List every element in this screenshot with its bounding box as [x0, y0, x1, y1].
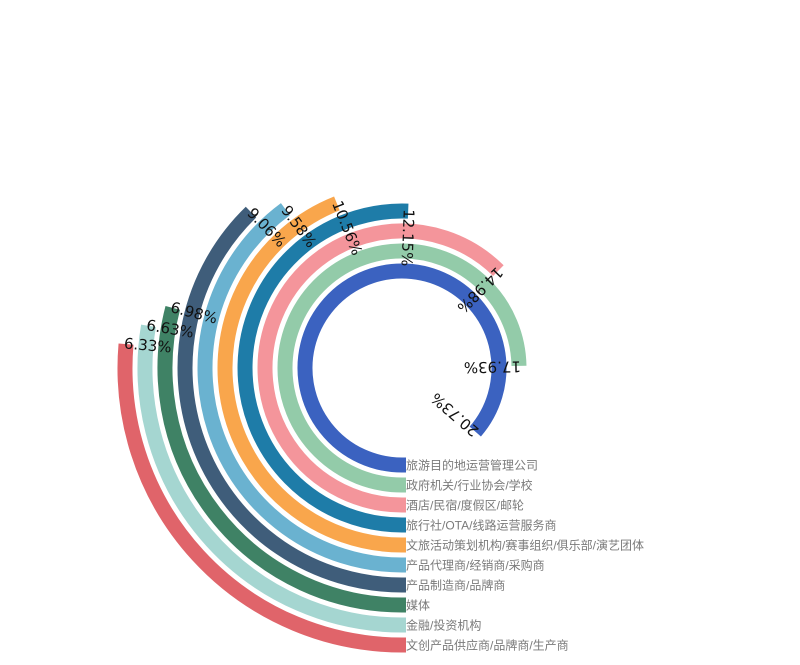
ring-bar-10 [117, 343, 406, 653]
percent-label-10: 6.33% [123, 334, 172, 356]
ring-bar-9 [137, 324, 406, 633]
category-label-4: 旅行社/OTA/线路运营服务商 [406, 518, 556, 533]
category-label-8: 媒体 [406, 599, 430, 613]
category-label-9: 金融/投资机构 [406, 618, 481, 633]
ring-bar-1 [297, 263, 507, 473]
ring-bar-4 [237, 203, 409, 533]
ring-layer [117, 196, 527, 653]
category-label-10: 文创产品供应商/品牌商/生产商 [406, 638, 569, 653]
category-label-5: 文旅活动策划机构/赛事组织/俱乐部/演艺团体 [406, 538, 644, 553]
percent-label-2: 17.93% [464, 357, 522, 376]
category-label-6: 产品代理商/经销商/采购商 [406, 558, 545, 573]
ring-bar-5 [217, 196, 406, 553]
ring-bar-2 [277, 243, 527, 493]
percent-label-1: 20.73% [427, 389, 482, 440]
ring-bar-7 [177, 206, 406, 593]
category-label-1: 旅游目的地运营管理公司 [406, 458, 538, 473]
category-label-3: 酒店/民宿/度假区/邮轮 [406, 498, 524, 513]
ring-bar-6 [197, 203, 406, 573]
percent-label-4: 12.15% [398, 209, 418, 267]
category-label-2: 政府机关/行业协会/学校 [406, 478, 533, 493]
category-label-7: 产品制造商/品牌商 [406, 578, 505, 593]
ring-bar-3 [257, 223, 504, 513]
ring-bar-8 [157, 305, 406, 613]
